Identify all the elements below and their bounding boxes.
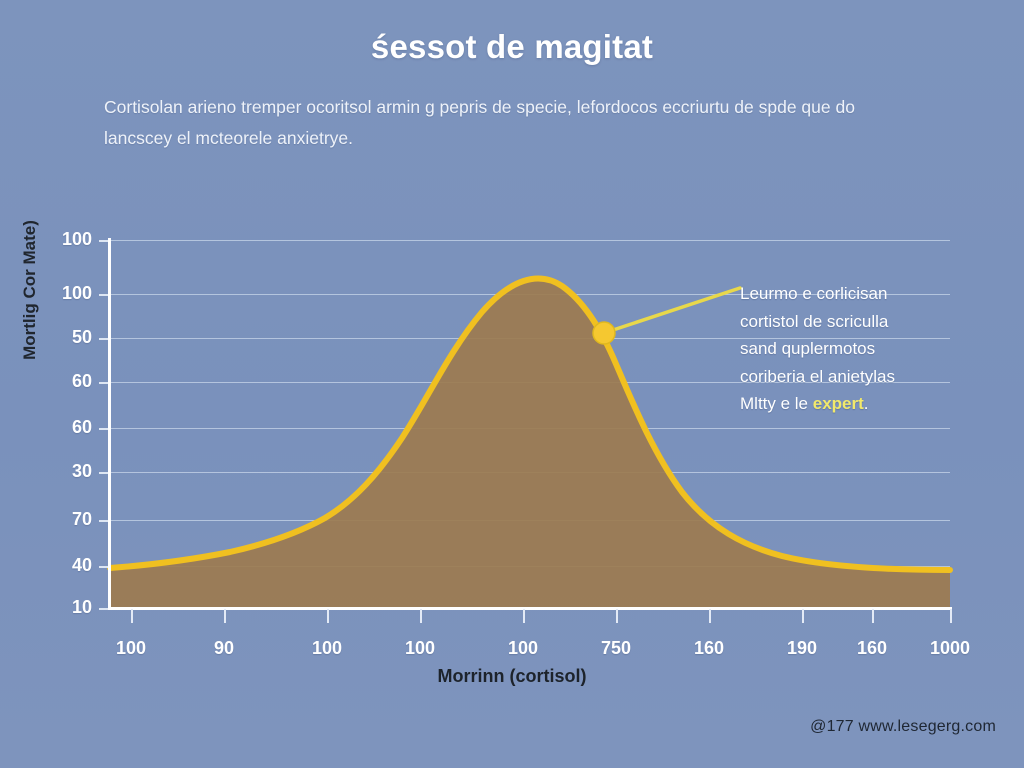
y-tick: 10 [48,597,92,619]
area-chart-svg [107,275,953,608]
annotation-line-4: coriberia el anietylas [740,366,895,386]
y-tick-mark [99,338,108,340]
x-tick-label: 100 [115,638,147,658]
annotation-marker-dot[interactable] [592,321,616,345]
y-axis-title: Mortlig Cor Mate) [20,220,39,360]
annotation-line-5: Mltty e le expert. [740,390,990,418]
y-tick-mark [99,428,108,430]
annotation-line-2: cortistol de scriculla [740,311,889,331]
y-tick-mark [99,608,108,610]
y-tick-label: 70 [71,509,92,529]
x-tick-label: 160 [693,638,725,658]
y-tick: 100 [48,283,92,305]
chart-subtitle: Cortisolan arieno tremper ocoritsol armi… [104,97,855,148]
x-tick-label: 100 [404,638,436,658]
x-tick-mark [802,609,804,623]
annotation-line-1: Leurmo e corlicisan [740,284,888,303]
x-tick-label: 1000 [929,638,971,658]
y-tick-label: 100 [61,229,92,249]
area-fill-path [110,278,950,608]
y-tick-mark [99,294,108,296]
x-tick-label: 90 [213,638,235,658]
y-tick: 70 [48,509,92,531]
annotation-line-3: sand quplermotos [740,339,876,358]
annotation-highlight-term: expert [812,394,864,413]
x-axis-line [108,607,952,610]
gridline [110,240,950,241]
y-tick-label: 60 [71,417,92,437]
y-tick: 60 [48,417,92,439]
plot-area [107,240,953,608]
footer-credit: @177 www.lesegerg.com [810,718,996,735]
y-tick: 60 [48,371,92,393]
y-tick-mark [99,382,108,384]
y-tick: 100 [48,229,92,251]
y-tick-label: 60 [71,371,92,391]
x-tick-mark [523,609,525,623]
x-tick-label: 100 [311,638,343,658]
y-tick-label: 10 [71,597,92,617]
x-tick-mark [872,609,874,623]
x-tick-mark [420,609,422,623]
y-tick-mark [99,240,108,242]
y-tick: 30 [48,461,92,483]
annotation-line-5-prefix: Mltty e le [740,394,813,413]
x-tick-label: 750 [600,638,632,658]
y-tick-label: 100 [61,283,92,303]
curve-stroke-path [107,275,953,573]
x-tick-mark [950,609,952,623]
y-tick-mark [99,566,108,568]
page-title: śessot de magitat [370,28,654,65]
x-tick-mark [709,609,711,623]
y-tick-label: 50 [71,327,92,347]
x-tick-label: 190 [786,638,818,658]
x-tick-mark [327,609,329,623]
x-tick-label: 160 [856,638,888,658]
x-tick-mark [616,609,618,623]
y-tick-label: 30 [71,461,92,481]
x-tick-mark [131,609,133,623]
annotation-callout: Leurmo e corlicisan cortistol de scricul… [740,280,990,418]
x-axis-title: Morrinn (cortisol) [437,666,587,686]
y-tick: 50 [48,327,92,349]
x-tick-mark [224,609,226,623]
y-tick-label: 40 [71,555,92,575]
y-tick-mark [99,520,108,522]
annotation-line-5-suffix: . [863,394,869,413]
y-tick: 40 [48,555,92,577]
x-tick-label: 100 [507,638,539,658]
y-tick-mark [99,472,108,474]
annotation-leader-line [602,286,742,335]
y-axis-line [108,238,111,610]
